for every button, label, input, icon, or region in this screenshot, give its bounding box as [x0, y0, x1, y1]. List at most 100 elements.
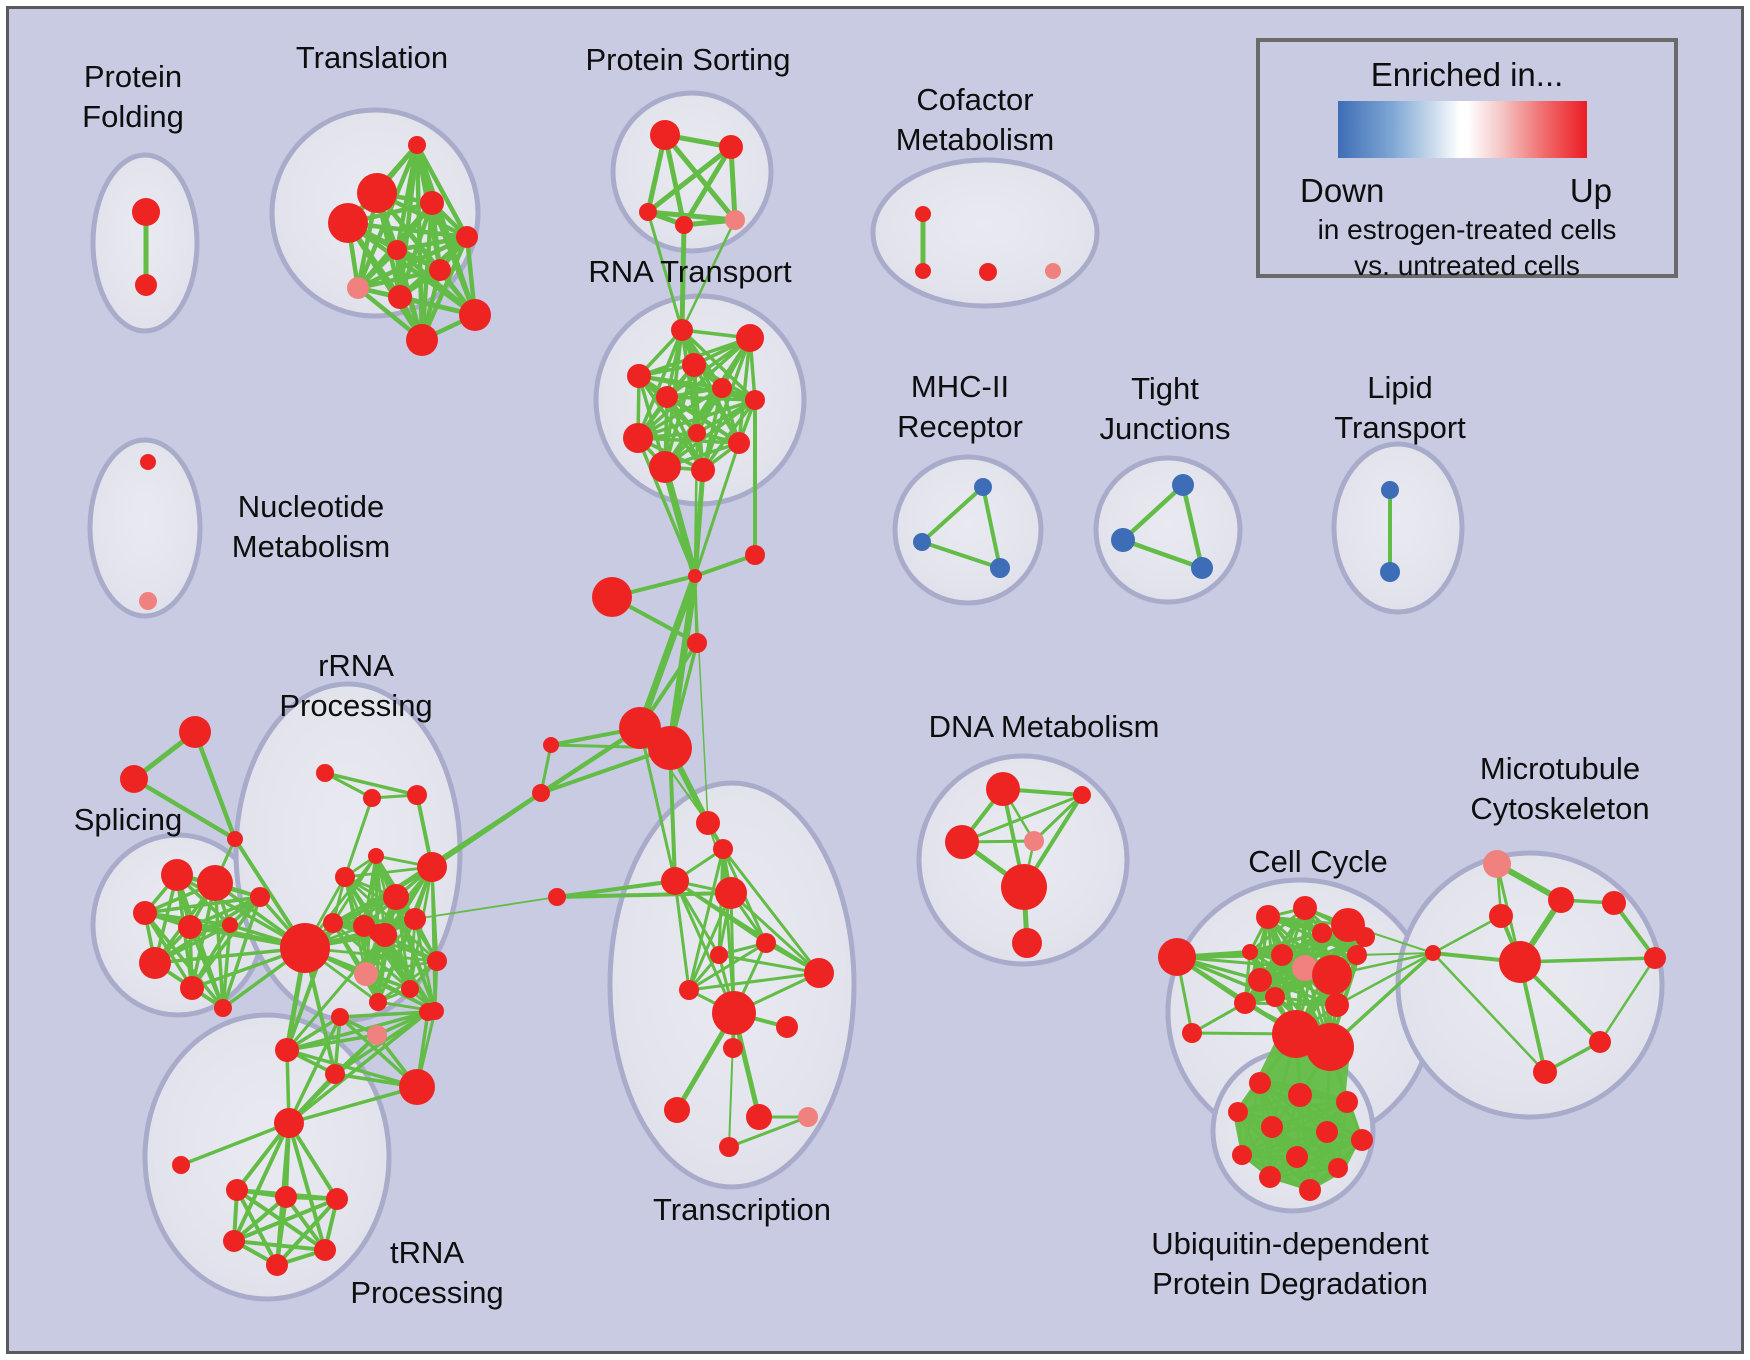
edge: [131, 776, 238, 842]
gene-set-node-RT8: [688, 424, 706, 442]
edge: [1243, 1001, 1339, 1007]
gene-set-node-M1: [974, 478, 992, 496]
edge: [153, 895, 262, 965]
gene-set-node-PS1: [650, 120, 680, 150]
edge: [1431, 914, 1503, 955]
gene-set-node-MT4: [1499, 941, 1541, 983]
gene-set-node-U9: [1286, 1146, 1308, 1168]
edge: [636, 398, 757, 440]
gene-set-node-TL8: [347, 277, 369, 299]
gene-set-node-D1: [986, 772, 1020, 806]
gene-set-node-TL9: [388, 285, 412, 309]
edge: [179, 1121, 291, 1167]
edge: [1175, 955, 1307, 970]
edge: [1431, 951, 1547, 1074]
gene-set-node-RT12: [691, 458, 715, 482]
gene-set-node-MT3: [1489, 904, 1513, 928]
gene-set-node-X2: [120, 765, 148, 793]
edge: [637, 374, 757, 402]
gene-set-node-CC3: [1312, 923, 1332, 943]
gene-set-node-TL3: [328, 203, 368, 243]
gene-set-node-R23: [367, 1025, 387, 1045]
gene-set-node-R12: [323, 913, 343, 933]
edge: [729, 891, 821, 975]
gene-set-node-R17: [427, 951, 447, 971]
edge: [1032, 793, 1084, 843]
legend-gradient-bar: [1338, 101, 1587, 158]
gene-set-node-X3: [227, 831, 243, 847]
edge: [662, 132, 687, 228]
gene-set-node-CC14: [1325, 993, 1349, 1017]
gene-set-node-CC1: [1256, 905, 1280, 929]
gene-set-node-R16: [401, 980, 419, 998]
edge: [1258, 978, 1339, 1007]
edge: [355, 267, 443, 291]
gene-set-node-SP6: [139, 947, 171, 979]
edge: [665, 395, 757, 402]
gene-set-node-RHub: [280, 923, 330, 973]
gene-set-node-U1: [1249, 1072, 1271, 1094]
gene-set-node-RT11: [649, 451, 681, 483]
gene-set-node-R9: [404, 908, 426, 930]
legend-box: Enriched in... Down Up in estrogen-treat…: [1256, 38, 1678, 281]
cluster-label-trna-processing: tRNA Processing: [350, 1235, 504, 1310]
edge: [663, 398, 757, 469]
edge: [232, 1195, 288, 1243]
edge: [687, 941, 768, 992]
edge: [232, 1197, 339, 1243]
gene-set-node-TR12: [664, 1097, 690, 1123]
gene-set-node-TL2: [357, 173, 397, 213]
gene-set-node-PS4: [675, 216, 693, 234]
gene-set-node-TB1: [226, 1179, 248, 1201]
gene-set-node-R14: [369, 924, 387, 942]
edge: [679, 222, 687, 333]
edge: [343, 796, 374, 879]
gene-set-node-M2: [913, 533, 931, 551]
dense-edge-blob: [1233, 1078, 1362, 1190]
gene-set-node-TLft: [172, 1156, 190, 1174]
gene-set-node-CF1: [915, 206, 931, 222]
gene-set-node-R3: [407, 785, 427, 805]
gene-set-node-C4: [687, 633, 707, 653]
gene-set-node-RT3: [682, 353, 706, 377]
edge: [413, 917, 437, 1013]
gene-set-node-C6: [648, 726, 692, 770]
gene-set-node-R1: [316, 764, 334, 782]
gene-set-node-U2: [1288, 1083, 1312, 1107]
gene-set-node-CCL: [1158, 938, 1196, 976]
gene-set-node-TB3: [326, 1188, 348, 1210]
edge: [188, 895, 262, 929]
gene-set-node-R5: [368, 848, 384, 864]
edge: [673, 879, 736, 1015]
gene-set-node-CC8: [1292, 955, 1318, 981]
gene-set-node-PS3: [639, 203, 657, 221]
edge: [555, 891, 733, 899]
gene-set-node-R2: [363, 789, 381, 807]
gene-set-node-CF4: [1045, 263, 1061, 279]
edge: [190, 895, 262, 990]
gene-set-node-CF3: [979, 263, 997, 281]
gene-set-node-TL1: [408, 136, 426, 154]
gene-set-node-L2: [1380, 562, 1400, 582]
gene-set-node-U3: [1336, 1091, 1358, 1113]
cluster-nucleotide-metabolism: [87, 437, 203, 619]
edge: [364, 959, 439, 976]
edge: [323, 771, 419, 797]
edge: [728, 1012, 735, 1148]
gene-set-node-R18: [369, 993, 387, 1011]
gene-set-node-TR15: [719, 1137, 739, 1157]
gene-set-node-SP2: [197, 865, 233, 901]
gene-set-node-TB2: [275, 1186, 297, 1208]
gene-set-node-MT1: [1483, 850, 1511, 878]
cluster-label-transcription: Transcription: [652, 1192, 832, 1227]
gene-set-node-D4: [1024, 831, 1044, 851]
gene-set-node-TB6: [266, 1254, 288, 1276]
gene-set-node-TR11: [723, 1038, 743, 1058]
edge: [737, 336, 752, 445]
gene-set-node-R21: [331, 1008, 349, 1026]
edge: [192, 729, 238, 842]
gene-set-node-R7: [383, 884, 409, 910]
edge: [646, 210, 684, 332]
gene-set-node-TL10: [459, 299, 491, 331]
gene-set-node-TR8: [804, 958, 834, 988]
